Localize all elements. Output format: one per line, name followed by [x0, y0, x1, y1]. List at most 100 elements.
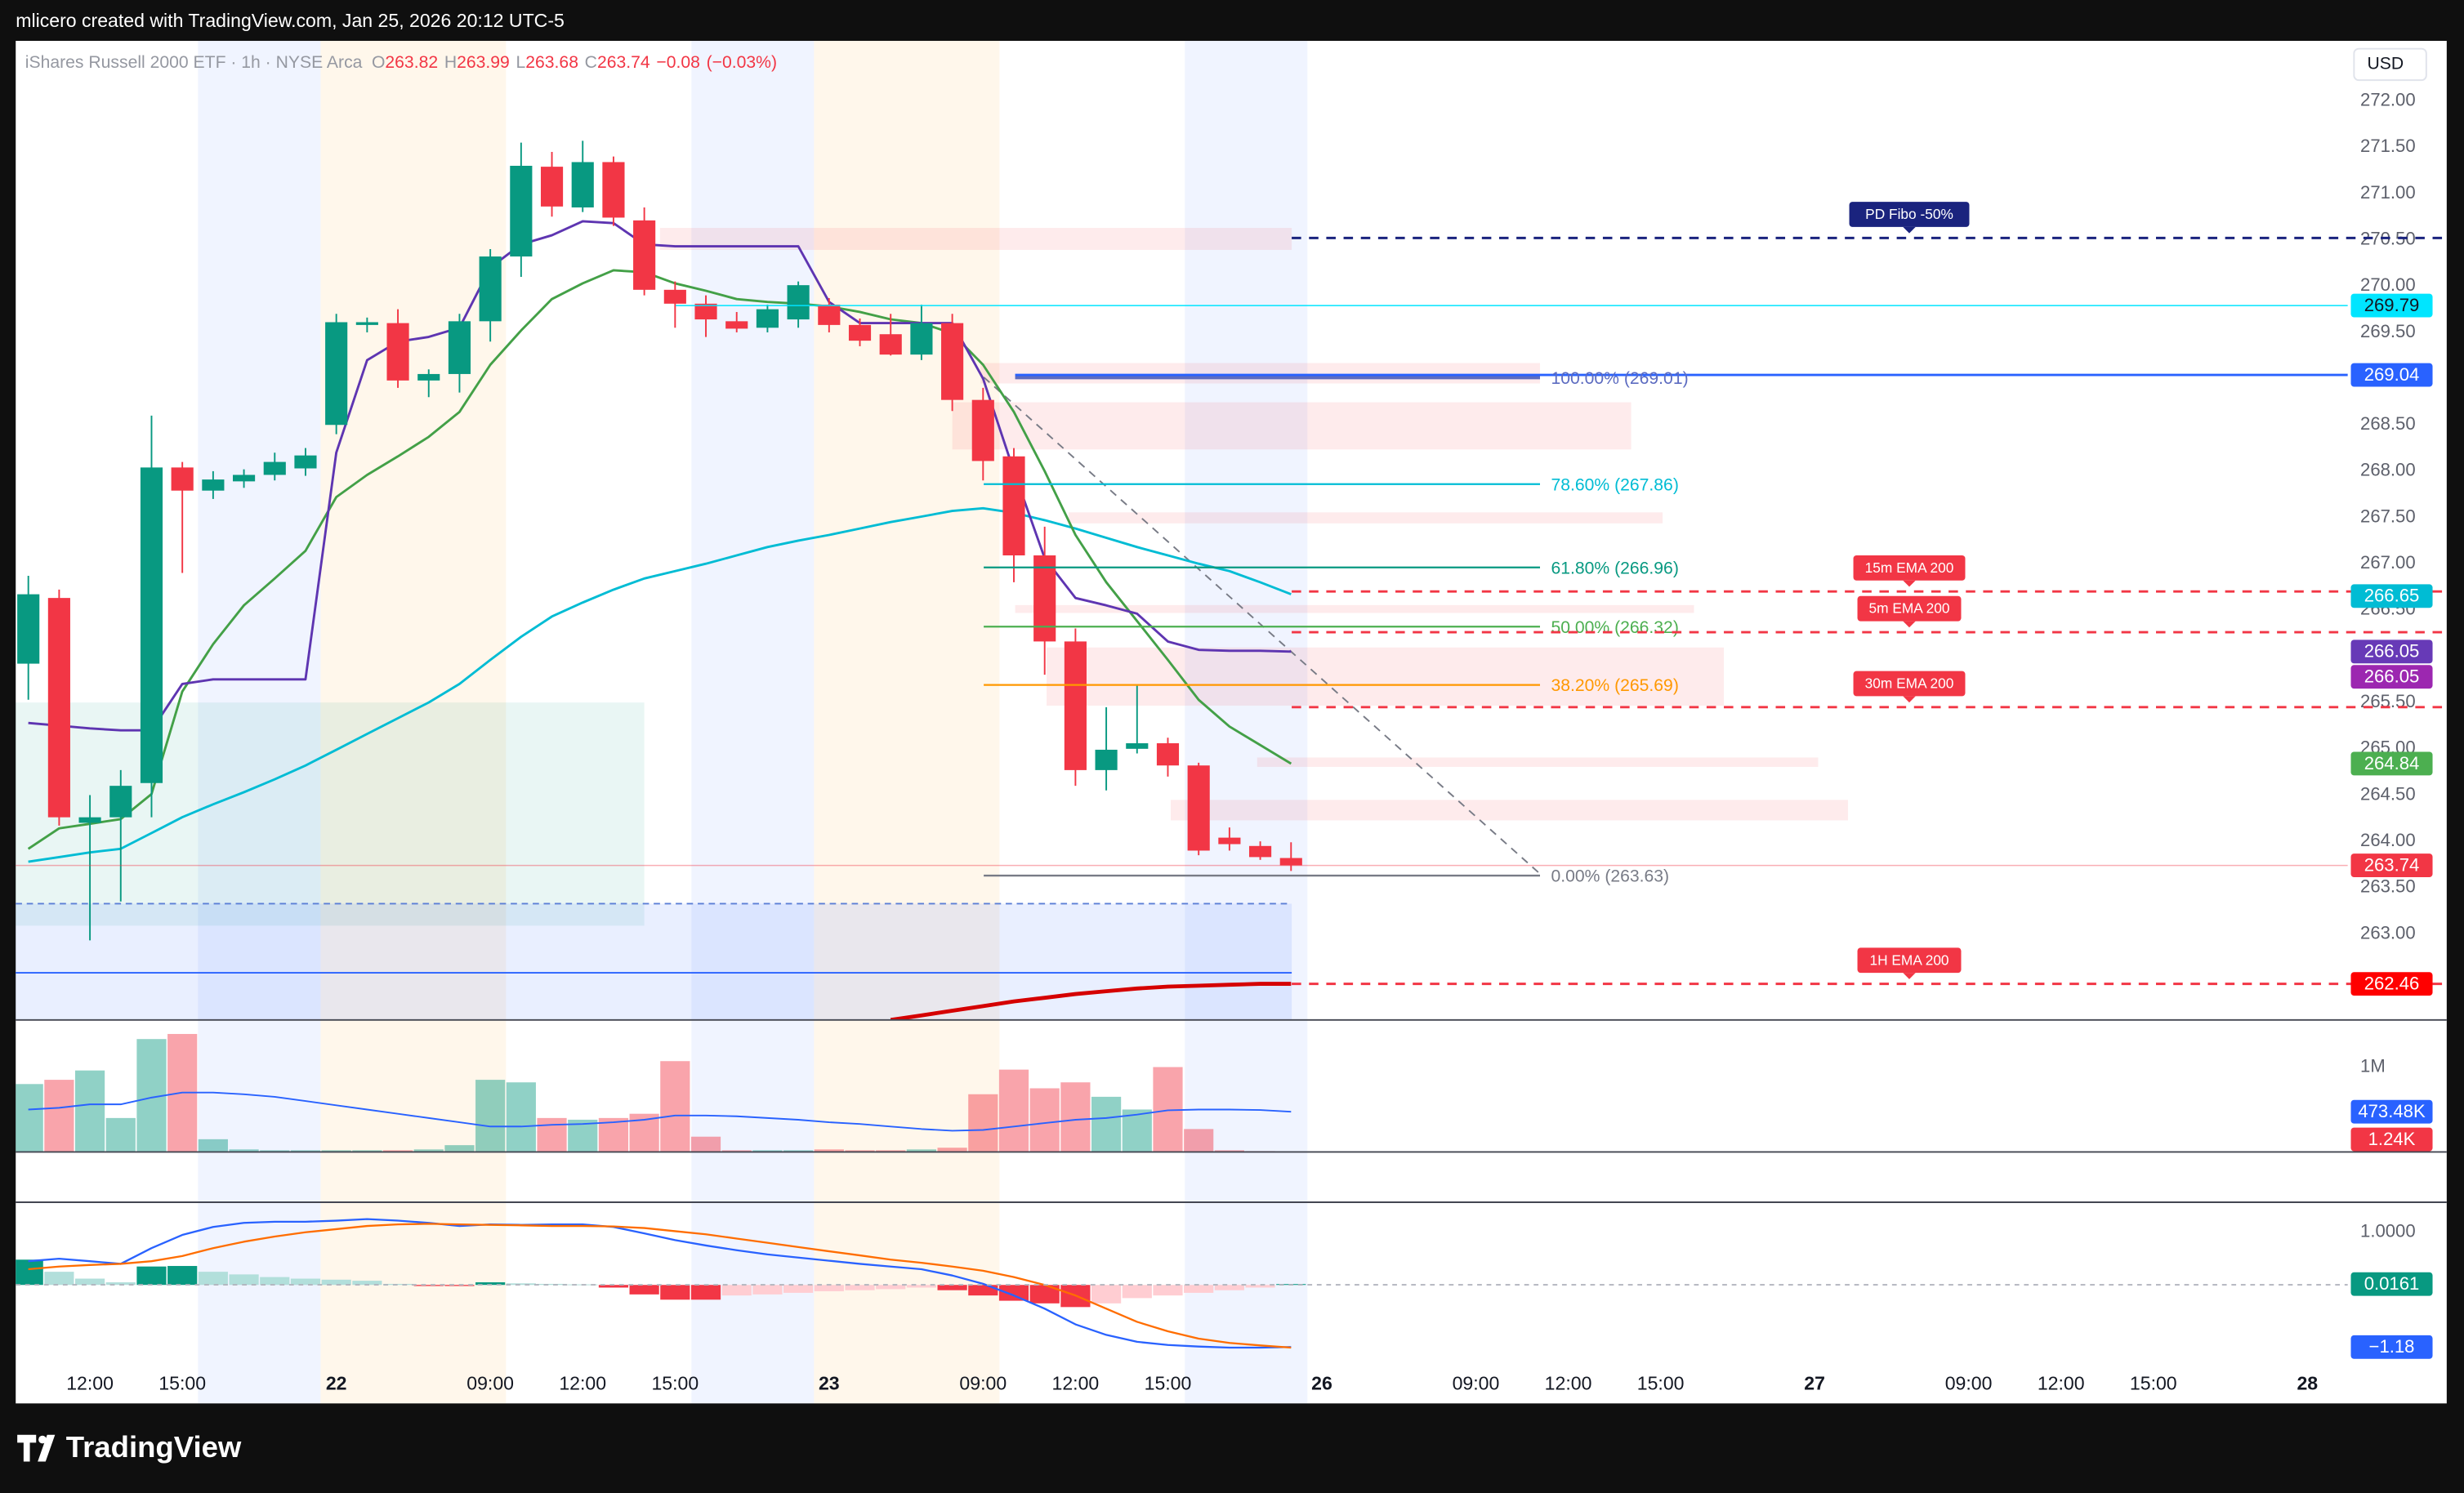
- x-tick-label: 15:00: [158, 1372, 206, 1393]
- volume-bar: [1091, 1096, 1122, 1152]
- volume-bar: [352, 1150, 382, 1152]
- volume-bar: [845, 1150, 875, 1152]
- candle-body: [448, 321, 471, 374]
- fib-label: 50.00% (266.32): [1551, 618, 1678, 637]
- legend-key: L: [516, 53, 525, 72]
- currency: USD: [2367, 54, 2404, 73]
- axis-marker: [2350, 363, 2433, 387]
- candle-body: [202, 479, 225, 491]
- line: [28, 220, 1292, 732]
- macd-histogram-bar: [74, 1278, 105, 1286]
- axis-marker-label: 262.46: [2364, 973, 2420, 993]
- volume-bar: [876, 1150, 906, 1152]
- axis-marker: [2350, 1099, 2433, 1124]
- level-tag: [1849, 202, 1970, 227]
- logo-shape: [17, 1434, 37, 1462]
- candle-body: [663, 289, 686, 304]
- zone: [1015, 604, 1694, 613]
- volume-bar: [598, 1117, 629, 1152]
- candle-body: [325, 322, 348, 426]
- x-tick-label: 28: [2297, 1372, 2318, 1393]
- volume-bar: [1214, 1150, 1244, 1152]
- axis-marker: [2350, 853, 2433, 878]
- zone: [1170, 800, 1848, 821]
- x-tick-label: 15:00: [1145, 1372, 1192, 1393]
- macd-histogram-bar: [1029, 1285, 1060, 1304]
- x-tick-label: 12:00: [1545, 1372, 1592, 1393]
- y-tick-label: 271.00: [2360, 182, 2416, 203]
- y-tick-label: 268.50: [2360, 413, 2416, 434]
- macd-histogram-bar: [968, 1285, 998, 1296]
- volume-bar: [537, 1117, 567, 1152]
- macd-histogram-bar: [290, 1278, 321, 1286]
- x-tick-label: 12:00: [559, 1372, 606, 1393]
- candle-body: [1002, 456, 1025, 556]
- level-tag-label: 15m EMA 200: [1865, 559, 1954, 576]
- x-tick-label: 15:00: [651, 1372, 699, 1393]
- zone: [1257, 757, 1819, 768]
- y-tick-label: 271.50: [2360, 136, 2416, 156]
- volume-bar: [1060, 1082, 1091, 1152]
- candle-body: [294, 455, 317, 469]
- macd-histogram-bar: [690, 1285, 721, 1300]
- candle-body: [1095, 749, 1118, 770]
- axis-marker-label: 266.05: [2364, 641, 2420, 662]
- axis-marker-label: 269.04: [2364, 364, 2420, 385]
- candle-body: [78, 817, 101, 823]
- level-tag: [1853, 555, 1966, 581]
- candle-body: [848, 324, 872, 341]
- x-tick-label: 12:00: [66, 1372, 114, 1393]
- volume-bar: [937, 1148, 967, 1152]
- legend-title: iShares Russell 2000 ETF · 1h · NYSE Arc…: [25, 53, 363, 72]
- sessions: [198, 41, 1308, 1404]
- legend-key: O: [372, 53, 385, 72]
- level-tag-pointer: [1903, 226, 1916, 234]
- volume-bar: [413, 1149, 444, 1152]
- axis-marker-label: 1.24K: [2368, 1129, 2416, 1149]
- volume-pane: [16, 1033, 1306, 1152]
- fib-label: 100.00% (269.01): [1551, 369, 1688, 388]
- legend-value: 263.99: [457, 53, 510, 72]
- macd-histogram-bar: [352, 1281, 382, 1286]
- macd-histogram-bar: [1245, 1285, 1275, 1288]
- macd-histogram-bar: [506, 1283, 536, 1286]
- volume-bar: [998, 1069, 1029, 1152]
- macd-histogram-bar: [629, 1285, 659, 1295]
- level-tag-label: 5m EMA 200: [1869, 600, 1950, 617]
- macd-histogram-bar: [1214, 1285, 1244, 1290]
- x-tick-label: 23: [819, 1372, 840, 1393]
- y-tick-label: 263.00: [2360, 922, 2416, 943]
- candle-body: [109, 786, 132, 818]
- session-band: [320, 41, 507, 1404]
- macd-histogram-bar: [44, 1272, 74, 1286]
- axis-marker: [2350, 665, 2433, 689]
- x-tick-label: 12:00: [2038, 1372, 2085, 1393]
- candle-body: [879, 334, 902, 355]
- axis-marker: [2350, 972, 2433, 996]
- candle-body: [510, 165, 533, 257]
- level-tag-label: 30m EMA 200: [1865, 675, 1954, 692]
- candle-body: [1187, 765, 1210, 851]
- x-tick-label: 09:00: [1945, 1372, 1993, 1393]
- y-tick-label: 272.00: [2360, 90, 2416, 110]
- volume-bar: [968, 1094, 998, 1152]
- level-tag-pointer: [1903, 580, 1916, 587]
- logo-shape: [38, 1434, 56, 1462]
- macd-histogram-bar: [845, 1285, 875, 1290]
- y-tick-label: 268.00: [2360, 460, 2416, 480]
- x-tick-label: 09:00: [959, 1372, 1007, 1393]
- axes: 12:00 15:00 22 09:00 12:00 15:00 23 09:00 12:00 1…: [66, 90, 2447, 1393]
- candle-body: [17, 594, 40, 664]
- axis-marker-label: 473.48K: [2358, 1101, 2426, 1121]
- currency-box[interactable]: [2353, 47, 2427, 82]
- trend-line: [983, 377, 1541, 875]
- volume-bar: [290, 1150, 321, 1152]
- x-tick-label: 09:00: [466, 1372, 514, 1393]
- axis-marker-label: 266.65: [2364, 586, 2420, 606]
- candle-body: [1279, 858, 1302, 866]
- y-tick-label: 267.00: [2360, 552, 2416, 573]
- macd-histogram-bar: [937, 1285, 967, 1290]
- macd-histogram-bar: [752, 1285, 783, 1295]
- line: [28, 1218, 1292, 1349]
- volume-bar: [721, 1150, 752, 1152]
